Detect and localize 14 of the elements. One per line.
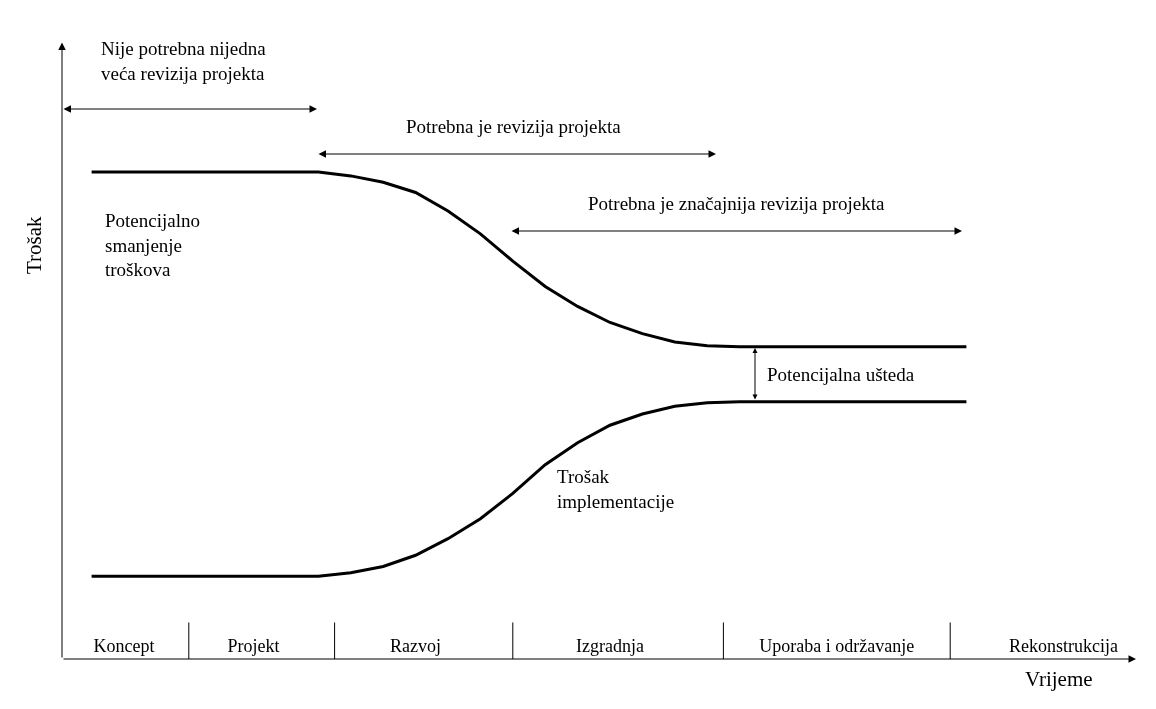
x-tick-label: Razvoj (390, 636, 442, 657)
x-tick-label: Izgradnja (576, 636, 644, 657)
text: Potrebna je revizija projekta (406, 116, 622, 137)
annotation: Potrebna je značajnija revizija projekta (588, 193, 886, 214)
annotation: Potencijalna ušteda (767, 364, 915, 385)
series-label: Potencijalno smanjenje troškova (105, 210, 200, 281)
x-tick-label: Koncept (93, 636, 155, 657)
x-axis-title: Vrijeme (1025, 667, 1093, 691)
y-axis-title: Trošak (22, 215, 46, 274)
text: Nije potrebna nijedna veća revizija projekta (101, 38, 267, 84)
x-tick-label: Uporaba i održavanje (759, 636, 915, 657)
x-tick-label: Rekonstrukcija (1009, 636, 1119, 657)
series-label: Trošak implementacije (557, 466, 675, 512)
x-tick-label: Projekt (227, 636, 280, 657)
